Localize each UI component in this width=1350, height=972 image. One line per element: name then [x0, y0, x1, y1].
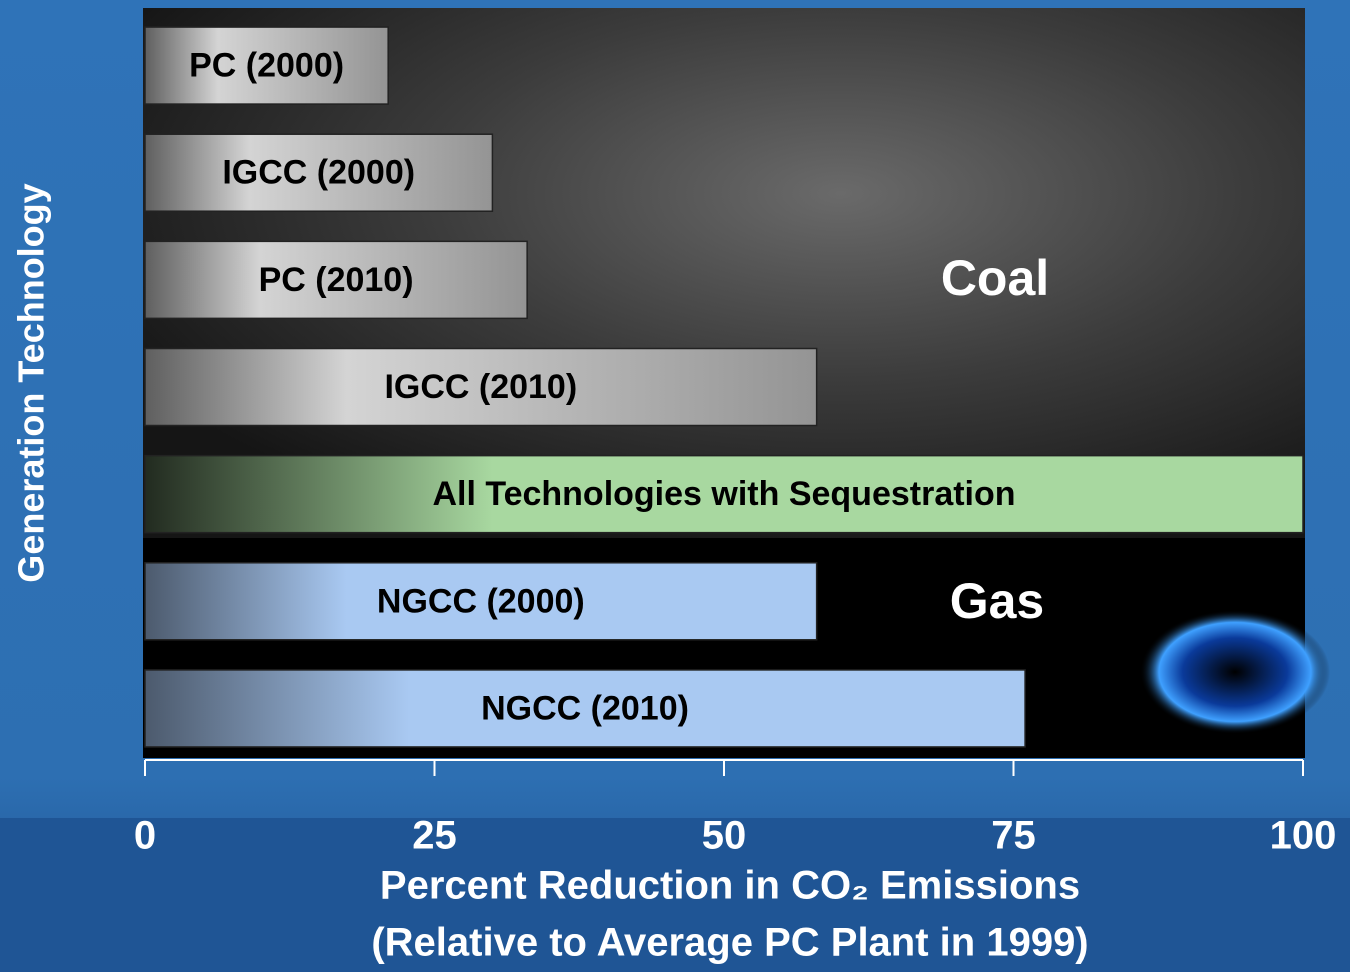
x-tick-label: 0 — [134, 814, 156, 858]
y-axis-title: Generation Technology — [11, 183, 52, 582]
bar-label: PC (2000) — [189, 47, 344, 85]
bar — [144, 240, 528, 320]
bar — [144, 562, 818, 641]
bar-label: IGCC (2000) — [222, 154, 415, 192]
x-tick-label: 50 — [702, 814, 747, 858]
footer-band — [0, 818, 1350, 972]
x-tick-label: 100 — [1270, 814, 1337, 858]
bar-label: IGCC (2010) — [384, 368, 577, 406]
bar-label: PC (2010) — [259, 261, 414, 299]
bar — [144, 454, 1304, 534]
bar-label: All Technologies with Sequestration — [432, 475, 1015, 513]
bar-label: NGCC (2000) — [377, 582, 585, 620]
x-axis-title: Percent Reduction in CO₂ Emissions — [380, 864, 1080, 908]
bar — [144, 133, 494, 212]
bar — [144, 26, 389, 105]
annotation: Coal — [941, 250, 1049, 306]
bar — [144, 347, 818, 427]
x-tick-label: 25 — [412, 814, 457, 858]
bar-label: NGCC (2010) — [481, 689, 689, 727]
x-axis-title: (Relative to Average PC Plant in 1999) — [371, 921, 1088, 965]
annotation: Gas — [950, 573, 1045, 629]
gas-flame — [1140, 610, 1330, 734]
x-tick-label: 75 — [991, 814, 1036, 858]
bar — [144, 669, 1026, 748]
